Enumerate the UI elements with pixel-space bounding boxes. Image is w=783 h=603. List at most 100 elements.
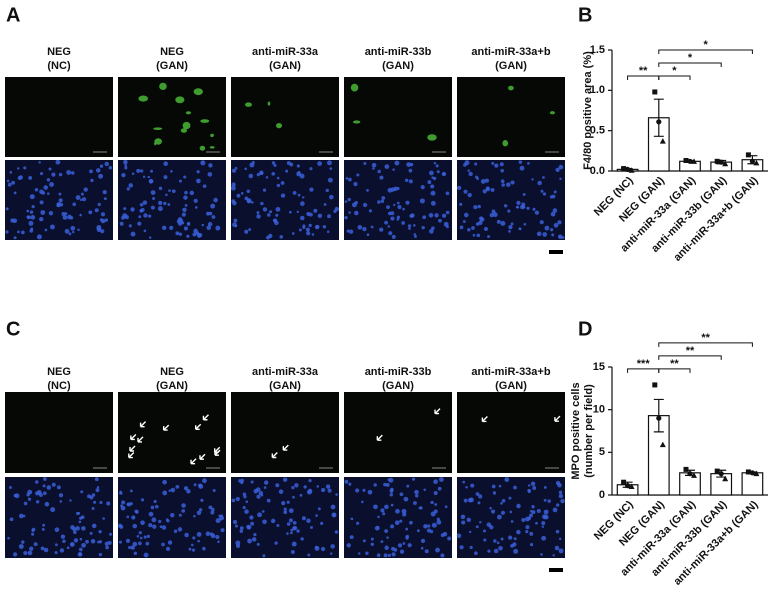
nucleus (126, 502, 130, 506)
arrow (128, 452, 135, 459)
nucleus (396, 186, 400, 191)
nucleus (368, 209, 372, 213)
nucleus (72, 527, 77, 532)
nucleus (9, 517, 14, 522)
nucleus (322, 225, 327, 229)
nucleus (531, 178, 534, 181)
nucleus (387, 187, 393, 193)
nucleus (414, 235, 417, 238)
nucleus (79, 537, 83, 541)
nucleus (308, 478, 312, 483)
nucleus (387, 211, 392, 216)
nucleus (268, 233, 273, 239)
nucleus (492, 212, 498, 218)
fluorescence-image (231, 77, 339, 157)
nucleus (260, 201, 264, 206)
nucleus (242, 506, 246, 510)
nucleus (256, 542, 260, 546)
nucleus (23, 166, 27, 170)
nucleus (302, 196, 305, 199)
nucleus (436, 170, 440, 174)
nucleus (483, 226, 488, 231)
nucleus (178, 513, 182, 517)
nucleus (142, 175, 146, 179)
nucleus (151, 517, 157, 523)
nucleus (384, 504, 389, 510)
nucleus (311, 233, 315, 236)
nucleus (475, 525, 479, 529)
nucleus (403, 496, 409, 502)
nucleus (72, 202, 77, 207)
nucleus (163, 161, 169, 167)
nucleus (303, 485, 307, 489)
nucleus (374, 525, 380, 531)
nucleus (100, 212, 106, 217)
nucleus (147, 175, 151, 179)
data-point (753, 470, 760, 477)
nucleus (327, 160, 332, 166)
nucleus (508, 229, 511, 233)
nucleus (256, 172, 261, 177)
stain-spot (210, 133, 214, 138)
nucleus (551, 233, 555, 237)
nucleus (95, 488, 100, 493)
nucleus (251, 161, 255, 165)
nucleus (496, 541, 500, 545)
nucleus (200, 498, 204, 502)
nucleus (41, 528, 45, 531)
nucleus (439, 477, 444, 482)
nucleus (158, 519, 162, 524)
nucleus (119, 524, 124, 529)
nucleus (275, 206, 281, 212)
nucleus (100, 229, 105, 234)
nucleus (542, 192, 547, 196)
nucleus (192, 536, 196, 540)
significance-label: * (672, 65, 677, 77)
column-title: anti-miR-33a+b (471, 366, 550, 378)
nucleus (97, 540, 100, 544)
nucleus (314, 225, 320, 230)
nucleus (121, 500, 126, 505)
nucleus (320, 487, 326, 493)
column-title: anti-miR-33a (252, 366, 319, 378)
nucleus (18, 544, 24, 549)
nucleus (85, 539, 89, 544)
nuclei-image (231, 477, 339, 558)
nucleus (27, 497, 32, 501)
nucleus (178, 179, 182, 183)
nucleus (175, 231, 180, 236)
data-point (753, 159, 760, 166)
nucleus (531, 505, 535, 509)
nucleus (56, 485, 61, 490)
nucleus (389, 493, 394, 497)
significance-bracket (658, 49, 753, 54)
nucleus (31, 204, 35, 209)
nucleus (377, 515, 380, 519)
data-point (656, 119, 662, 125)
nucleus (362, 539, 366, 543)
nucleus (430, 184, 435, 189)
nucleus (430, 200, 436, 206)
nucleus (132, 541, 138, 547)
nucleus (291, 485, 295, 490)
data-point (687, 471, 693, 477)
nucleus (46, 485, 52, 490)
data-point (625, 483, 631, 489)
significance-bracket (658, 342, 753, 347)
nucleus (289, 210, 292, 214)
nucleus (366, 233, 370, 237)
significance-label: * (688, 52, 693, 64)
nucleus (153, 499, 157, 504)
nucleus (121, 172, 126, 178)
nucleus (516, 503, 521, 509)
nucleus (170, 169, 173, 173)
nucleus (500, 502, 503, 505)
nucleus (346, 543, 351, 548)
nucleus (148, 523, 153, 528)
nucleus (167, 540, 173, 545)
nucleus (532, 486, 537, 491)
nucleus (501, 498, 506, 503)
data-point (652, 382, 658, 388)
nucleus (381, 196, 386, 200)
